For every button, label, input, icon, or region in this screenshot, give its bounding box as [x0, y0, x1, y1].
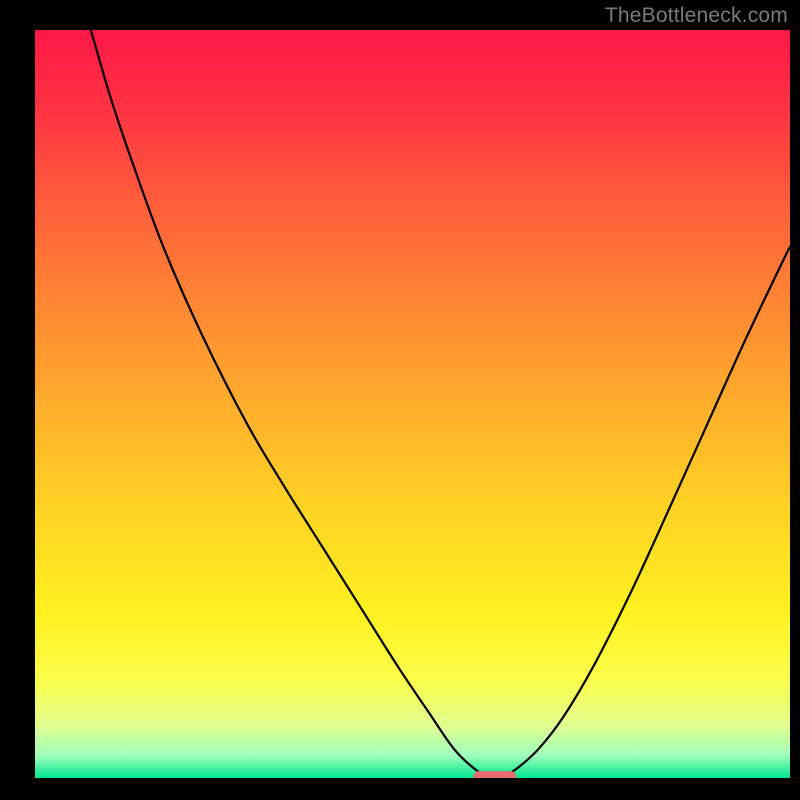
- frame-left: [0, 0, 35, 800]
- plot-background: [35, 30, 790, 778]
- bottleneck-chart: [0, 0, 800, 800]
- chart-frame: TheBottleneck.com: [0, 0, 800, 800]
- frame-right: [790, 0, 800, 800]
- watermark-label: TheBottleneck.com: [605, 4, 788, 28]
- frame-bottom: [0, 778, 800, 800]
